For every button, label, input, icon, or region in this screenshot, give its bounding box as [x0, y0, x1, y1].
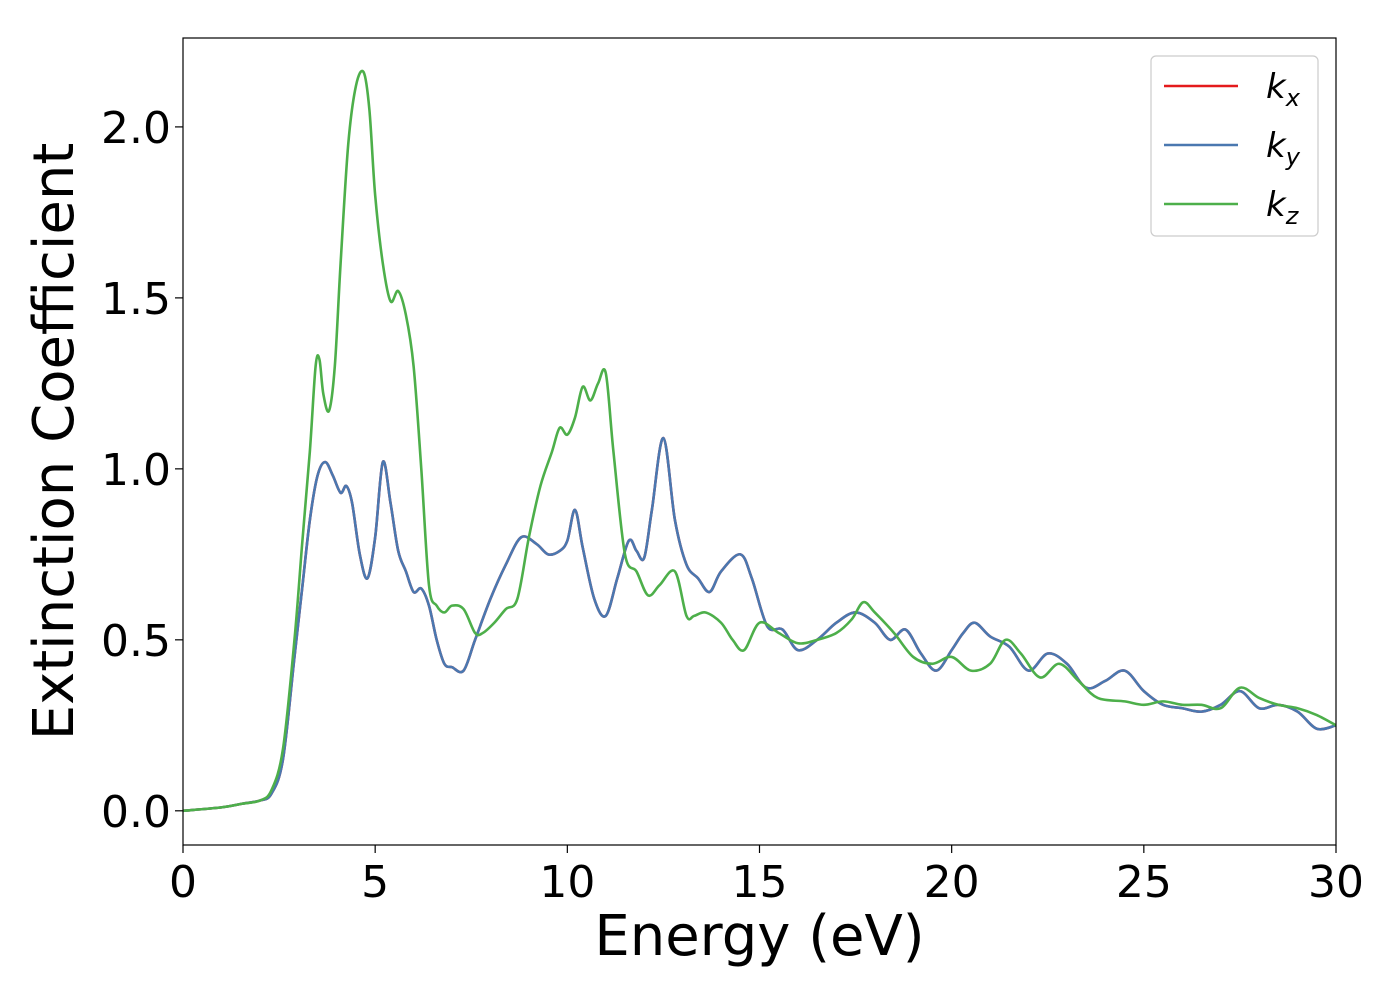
series-layer: [183, 69, 1336, 813]
x-tick-label: 0: [169, 857, 197, 908]
y-tick-label: 0.5: [101, 616, 171, 667]
x-tick-label: 25: [1116, 857, 1172, 908]
y-tick-label: 0.0: [101, 787, 171, 838]
x-tick-label: 10: [539, 857, 595, 908]
x-axis-label: Energy (eV): [594, 904, 924, 969]
x-tick-label: 15: [732, 857, 788, 908]
series-line-y: [183, 436, 1336, 813]
x-axis: 0 5 10 15 20 25 30: [169, 845, 1364, 908]
y-axis: 0.0 0.5 1.0 1.5 2.0: [101, 103, 183, 838]
legend-label-x: kx: [1266, 67, 1301, 112]
legend: kx ky kz: [1150, 55, 1319, 237]
x-tick-label: 5: [361, 857, 389, 908]
x-tick-label: 30: [1308, 857, 1364, 908]
y-tick-label: 1.0: [101, 445, 171, 496]
y-axis-label: Extinction Coefficient: [22, 143, 87, 741]
y-tick-label: 1.5: [101, 274, 171, 325]
legend-label-y: ky: [1266, 126, 1301, 171]
series-line-z: [183, 69, 1336, 813]
y-tick-label: 2.0: [101, 103, 171, 154]
legend-label-z: kz: [1266, 185, 1300, 230]
x-tick-label: 20: [924, 857, 980, 908]
